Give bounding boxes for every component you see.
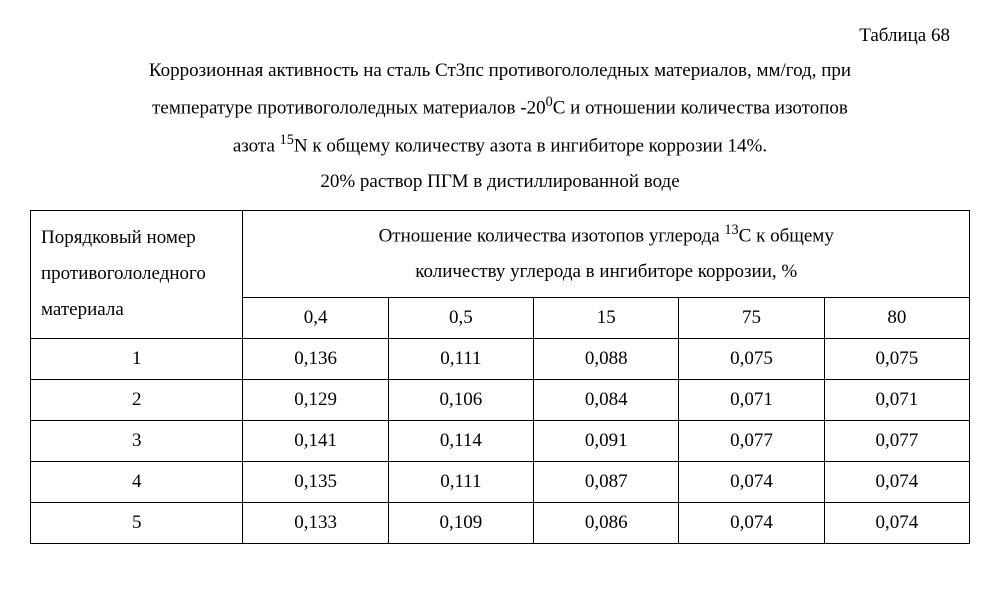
rowhead-l2: противогололедного: [41, 263, 206, 284]
col-1: 0,5: [388, 297, 533, 338]
table-row: 4 0,135 0,111 0,087 0,074 0,074: [31, 461, 970, 502]
rowhead-l1: Порядковый номер: [41, 227, 196, 248]
cell: 0,086: [534, 502, 679, 543]
header-row-1: Порядковый номер противогололедного мате…: [31, 211, 970, 298]
row-idx: 1: [31, 338, 243, 379]
cell: 0,135: [243, 461, 388, 502]
row-idx: 3: [31, 420, 243, 461]
colhead-l2: количеству углерода в ингибиторе коррози…: [415, 261, 797, 282]
row-header: Порядковый номер противогололедного мате…: [31, 211, 243, 339]
colhead-sup: 13: [724, 222, 738, 238]
cell: 0,074: [824, 502, 969, 543]
col-3: 75: [679, 297, 824, 338]
cell: 0,106: [388, 379, 533, 420]
corrosion-table: Порядковый номер противогололедного мате…: [30, 210, 970, 544]
cell: 0,129: [243, 379, 388, 420]
table-row: 3 0,141 0,114 0,091 0,077 0,077: [31, 420, 970, 461]
row-idx: 4: [31, 461, 243, 502]
table-row: 1 0,136 0,111 0,088 0,075 0,075: [31, 338, 970, 379]
cell: 0,133: [243, 502, 388, 543]
col-4: 80: [824, 297, 969, 338]
caption-line-3a: азота: [233, 135, 280, 156]
table-number: Таблица 68: [30, 25, 950, 47]
caption-line-2a: температуре противогололедных материалов…: [152, 97, 545, 118]
cell: 0,071: [824, 379, 969, 420]
caption-isotope-sup: 15: [280, 132, 294, 148]
caption-degree-sup: 0: [546, 94, 553, 110]
caption-line-2b: С и отношении количества изотопов: [553, 97, 848, 118]
table-caption: Коррозионная активность на сталь Ст3пс п…: [50, 53, 950, 200]
cell: 0,077: [824, 420, 969, 461]
cell: 0,114: [388, 420, 533, 461]
cell: 0,088: [534, 338, 679, 379]
cell: 0,075: [824, 338, 969, 379]
cell: 0,074: [679, 502, 824, 543]
cell: 0,074: [679, 461, 824, 502]
cell: 0,084: [534, 379, 679, 420]
cell: 0,111: [388, 338, 533, 379]
colhead-l1a: Отношение количества изотопов углерода: [379, 225, 725, 246]
caption-line-4: 20% раствор ПГМ в дистиллированной воде: [320, 171, 679, 192]
cell: 0,136: [243, 338, 388, 379]
col-2: 15: [534, 297, 679, 338]
column-group-header: Отношение количества изотопов углерода 1…: [243, 211, 970, 298]
cell: 0,091: [534, 420, 679, 461]
cell: 0,109: [388, 502, 533, 543]
cell: 0,077: [679, 420, 824, 461]
cell: 0,074: [824, 461, 969, 502]
cell: 0,111: [388, 461, 533, 502]
table-row: 2 0,129 0,106 0,084 0,071 0,071: [31, 379, 970, 420]
rowhead-l3: материала: [41, 299, 124, 320]
col-0: 0,4: [243, 297, 388, 338]
cell: 0,075: [679, 338, 824, 379]
colhead-l1b: С к общему: [739, 225, 834, 246]
caption-line-3b: N к общему количеству азота в ингибиторе…: [294, 135, 767, 156]
row-idx: 5: [31, 502, 243, 543]
cell: 0,071: [679, 379, 824, 420]
cell: 0,087: [534, 461, 679, 502]
caption-line-1: Коррозионная активность на сталь Ст3пс п…: [149, 60, 851, 81]
row-idx: 2: [31, 379, 243, 420]
table-row: 5 0,133 0,109 0,086 0,074 0,074: [31, 502, 970, 543]
cell: 0,141: [243, 420, 388, 461]
